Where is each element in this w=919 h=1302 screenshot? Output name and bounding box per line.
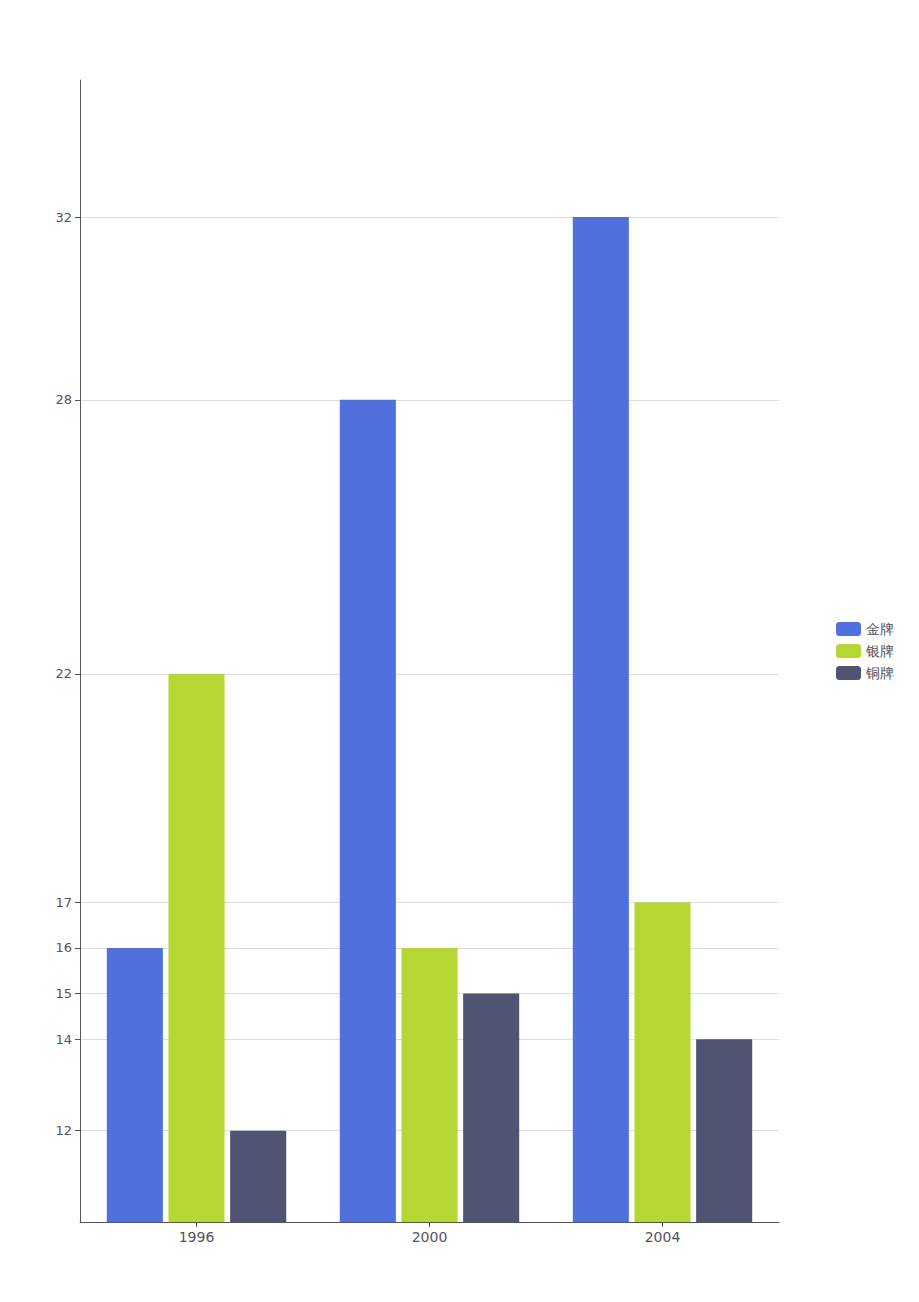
svg-text:28: 28: [55, 392, 72, 407]
svg-text:22: 22: [55, 666, 72, 681]
svg-text:银牌: 银牌: [865, 643, 894, 659]
svg-text:15: 15: [55, 986, 72, 1001]
svg-text:1996: 1996: [179, 1229, 215, 1245]
svg-text:2000: 2000: [412, 1229, 448, 1245]
svg-text:12: 12: [55, 1123, 72, 1138]
svg-text:金牌: 金牌: [866, 621, 894, 637]
svg-text:铜牌: 铜牌: [865, 665, 894, 681]
svg-text:17: 17: [55, 895, 72, 910]
svg-text:32: 32: [55, 210, 72, 225]
svg-text:16: 16: [55, 940, 72, 955]
svg-text:2004: 2004: [645, 1229, 681, 1245]
svg-text:14: 14: [55, 1032, 72, 1047]
